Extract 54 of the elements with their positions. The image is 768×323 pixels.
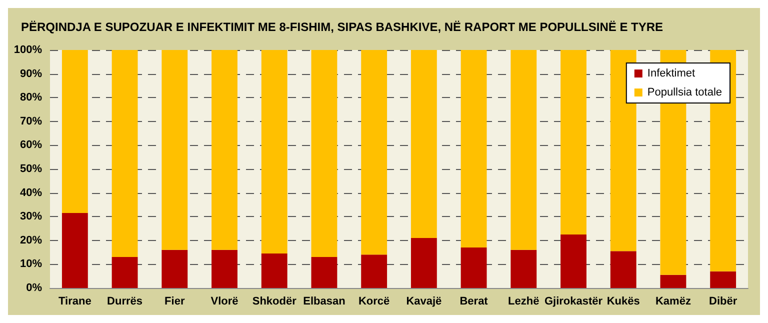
bar: [212, 250, 238, 288]
y-tick-label: 100%: [14, 44, 42, 56]
bar: [112, 50, 138, 258]
bar: [560, 50, 586, 234]
x-tick-label: Kavajë: [406, 296, 442, 308]
bar: [510, 50, 537, 250]
bar: [460, 50, 487, 248]
x-tick-label: Korcë: [358, 296, 390, 308]
x-tick-label: Elbasan: [303, 296, 346, 308]
chart-title: PËRQINDJA E SUPOZUAR E INFEKTIMIT ME 8-FISHIM, SIPAS BASHKIVE, NË RAPORT ME POPULLSINË E TYRE: [21, 20, 664, 34]
y-tick-label: 80%: [20, 92, 42, 104]
x-tick-label: Tirane: [58, 296, 92, 308]
x-tick-label: Kukës: [606, 296, 640, 308]
bar: [261, 253, 288, 288]
bar: [361, 50, 388, 255]
bar: [261, 50, 288, 254]
x-tick-label: Lezhë: [508, 296, 540, 308]
y-tick-label: 0%: [26, 282, 42, 294]
bar: [361, 254, 388, 288]
x-tick-label: Durrës: [107, 296, 143, 308]
x-tick-label: Gjirokastër: [544, 296, 604, 308]
bar: [710, 271, 736, 288]
bar: [660, 274, 686, 288]
x-tick-label: Kamëz: [655, 296, 692, 308]
y-tick-label: 30%: [20, 210, 42, 223]
x-tick-label: Fier: [164, 296, 186, 308]
bar: [112, 257, 138, 288]
bar: [560, 234, 586, 288]
bar: [311, 50, 338, 258]
x-tick-label: Shkodër: [252, 296, 298, 308]
legend-label: Infektimet: [647, 68, 696, 80]
x-tick-label: Berat: [460, 296, 488, 308]
x-tick-label: Dibër: [709, 296, 738, 308]
bar: [62, 213, 88, 288]
bar: [410, 238, 437, 288]
bar: [162, 250, 188, 288]
y-tick-label: 70%: [20, 115, 42, 128]
y-tick-label: 20%: [20, 234, 42, 246]
bar: [510, 250, 537, 288]
bar: [460, 248, 487, 288]
bar: [610, 50, 636, 252]
y-tick-label: 50%: [20, 163, 42, 175]
y-tick-label: 60%: [20, 139, 42, 152]
bar: [410, 50, 437, 238]
bar: [62, 50, 88, 214]
x-tick-label: Vlorë: [210, 296, 238, 308]
legend-label: Popullsia totale: [647, 86, 722, 98]
y-tick-label: 10%: [20, 258, 42, 270]
bar: [610, 251, 636, 288]
bar: [311, 257, 338, 288]
bar: [212, 50, 238, 250]
y-tick-label: 90%: [20, 68, 42, 80]
y-tick-label: 40%: [20, 186, 42, 199]
bar: [162, 50, 188, 250]
